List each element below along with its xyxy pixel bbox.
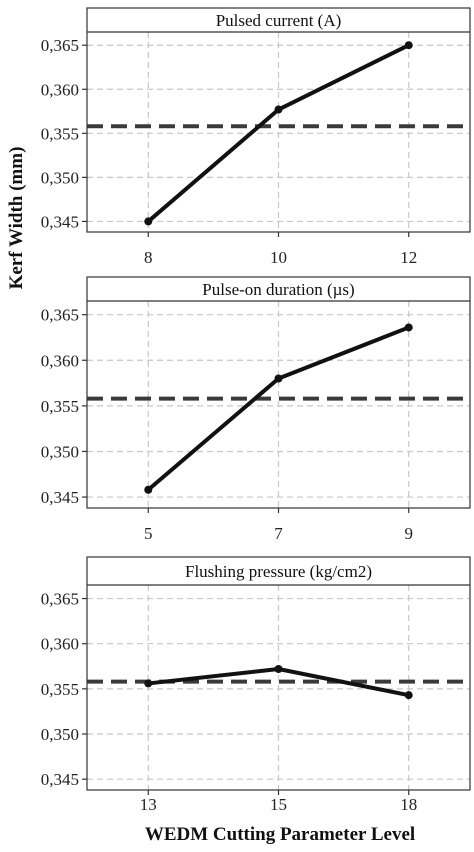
panel-2-ytick-label-4: 0,360 xyxy=(41,351,79,370)
panel-1: Pulsed current (A) 0,345 0,350 0,355 0,360 0,… xyxy=(41,7,471,267)
panel-2-title: Pulse-on duration (µs) xyxy=(202,280,354,299)
panel-3-ytick-label-1: 0,345 xyxy=(41,770,79,789)
panel-1-ytick-label-3: 0,355 xyxy=(41,124,79,143)
panel-3-xtick-label-1: 13 xyxy=(140,795,157,814)
panel-2-point-3 xyxy=(404,323,413,332)
panel-2-xtick-label-2: 7 xyxy=(274,524,283,543)
panel-3-point-3 xyxy=(404,691,413,700)
panel-1-point-2 xyxy=(274,105,283,114)
panel-1-background xyxy=(87,8,470,232)
panel-3-point-1 xyxy=(144,679,153,688)
panel-1-xtick-label-2: 10 xyxy=(270,248,287,267)
panel-2-ytick-label-5: 0,365 xyxy=(41,306,79,325)
panel-3-ytick-label-3: 0,355 xyxy=(41,680,79,699)
panel-2: Pulse-on duration (µs) 0,345 0,350 0,355 0,3… xyxy=(41,276,471,543)
panel-2-point-2 xyxy=(274,374,283,383)
panel-2-point-1 xyxy=(144,485,153,494)
y-axis-title: Kerf Width (mm) xyxy=(6,147,27,290)
panel-3-ytick-label-2: 0,350 xyxy=(41,725,79,744)
panel-2-xtick-label-3: 9 xyxy=(404,524,413,543)
panel-1-xtick-label-1: 8 xyxy=(144,248,153,267)
panel-3-point-2 xyxy=(274,664,283,673)
panel-2-ytick-label-1: 0,345 xyxy=(41,488,79,507)
panel-1-ytick-label-5: 0,365 xyxy=(41,36,79,55)
panel-3-xtick-label-2: 15 xyxy=(270,795,287,814)
panel-1-point-3 xyxy=(404,41,413,50)
panel-1-xtick-label-3: 12 xyxy=(400,248,417,267)
panel-3: Flushing pressure (kg/cm2) 0,345 0,350 0,35… xyxy=(41,556,471,814)
panel-3-ytick-label-4: 0,360 xyxy=(41,635,79,654)
panel-2-xtick-label-1: 5 xyxy=(144,524,153,543)
x-axis-title: WEDM Cutting Parameter Level xyxy=(145,824,415,845)
panel-1-point-1 xyxy=(144,217,153,226)
panels: Pulsed current (A) 0,345 0,350 0,355 0,360 0,… xyxy=(41,7,471,814)
panel-1-ytick-label-4: 0,360 xyxy=(41,80,79,99)
panel-2-ytick-label-3: 0,355 xyxy=(41,397,79,416)
panel-1-ytick-label-1: 0,345 xyxy=(41,212,79,231)
panel-3-ytick-label-5: 0,365 xyxy=(41,590,79,609)
panel-3-xtick-label-3: 18 xyxy=(400,795,417,814)
panel-2-ytick-label-2: 0,350 xyxy=(41,442,79,461)
panel-1-title: Pulsed current (A) xyxy=(216,11,342,30)
panel-3-title: Flushing pressure (kg/cm2) xyxy=(185,562,372,581)
panel-1-ytick-label-2: 0,350 xyxy=(41,168,79,187)
